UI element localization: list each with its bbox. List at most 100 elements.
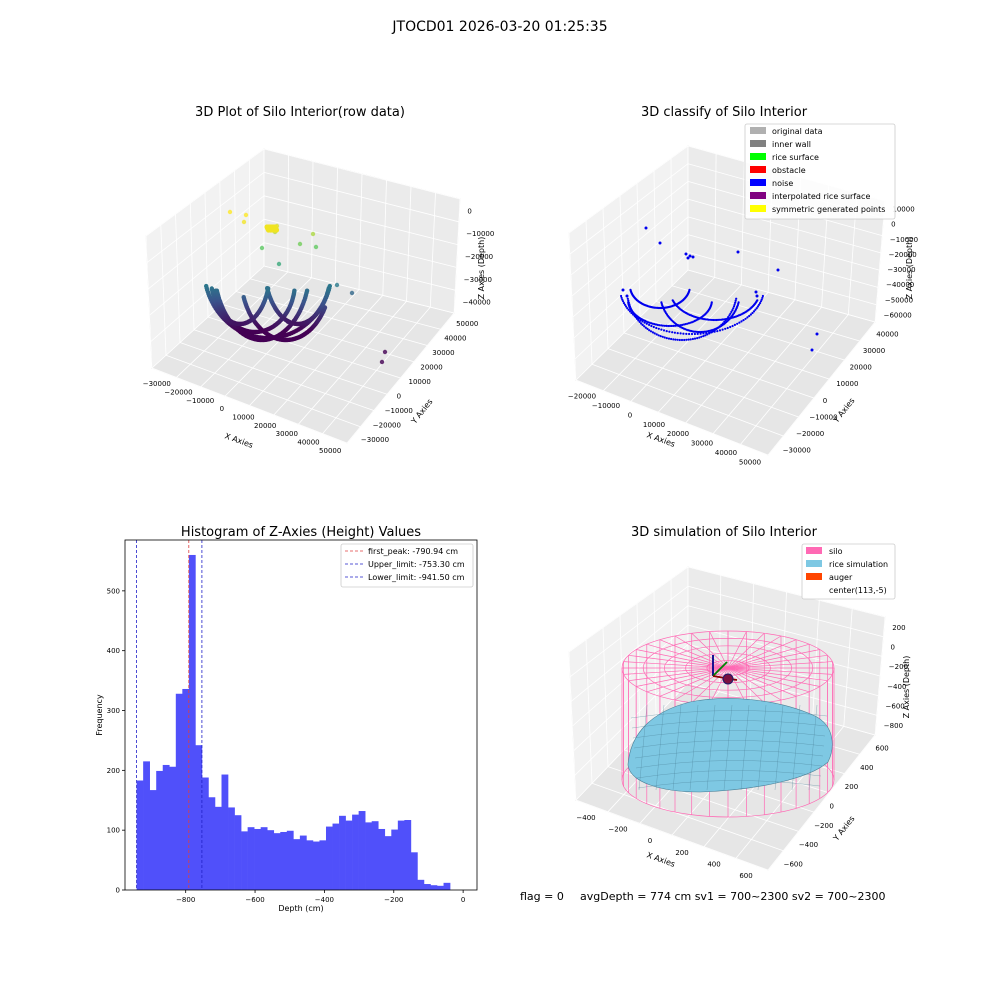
- rice-mesh-line: [635, 760, 823, 769]
- x-tick-label: 600: [739, 872, 752, 880]
- silo-spoke: [623, 667, 729, 675]
- grid-line: [603, 277, 715, 391]
- grid-line: [219, 181, 223, 305]
- grid-line: [607, 348, 799, 418]
- noise-point: [691, 337, 695, 341]
- x-tick-label: 30000: [691, 440, 713, 448]
- noise-point: [681, 323, 684, 326]
- noise-point: [696, 332, 699, 335]
- grid-line: [591, 782, 784, 852]
- grid-line: [687, 251, 877, 306]
- silo-spoke: [727, 667, 782, 701]
- silo-spoke: [727, 643, 810, 669]
- noise-point: [710, 301, 713, 304]
- x-tick-label: 10000: [643, 421, 665, 429]
- y-tick-label: 0: [823, 397, 827, 405]
- noise-point: [676, 332, 679, 335]
- metrics-text: avgDepth = 774 cm sv1 = 700~2300 sv2 = 7…: [580, 890, 886, 903]
- y-tick-label: −30000: [783, 447, 811, 455]
- silo-spoke: [628, 667, 729, 682]
- noise-point: [640, 322, 643, 325]
- noise-point: [708, 331, 711, 334]
- auger-marker: [712, 655, 738, 685]
- noise-point: [627, 308, 630, 311]
- data-point: [292, 288, 297, 293]
- panel-simulation-3d: 3D simulation of Silo Interior −400 −200 0…: [568, 525, 911, 880]
- histogram-bar: [293, 839, 301, 890]
- grid-line: [712, 306, 822, 434]
- legend-label: center(113,-5): [829, 586, 887, 595]
- legend-label: Upper_limit: -753.30 cm: [368, 560, 465, 569]
- noise-point: [693, 332, 697, 336]
- grid-line: [687, 566, 886, 618]
- x-tick-label: −800: [176, 896, 195, 904]
- histogram-bar: [214, 806, 222, 890]
- x-tick-label: −20000: [164, 389, 192, 397]
- z-axis-label: Z Axies (Depth): [477, 237, 486, 300]
- histogram-bar: [169, 766, 177, 890]
- x-axis-label: X Axies: [223, 431, 254, 450]
- grid-line: [636, 183, 641, 318]
- rice-mesh-line: [808, 704, 818, 791]
- grid-line: [263, 172, 459, 223]
- histogram-bar: [430, 885, 438, 890]
- histogram-bar: [312, 841, 320, 890]
- noise-point: [756, 305, 760, 308]
- x-tick-label: −200: [608, 826, 627, 834]
- noise-point: [645, 322, 648, 325]
- x-tick-label: 0: [648, 837, 652, 845]
- noise-point: [710, 331, 713, 334]
- noise-point: [756, 299, 759, 302]
- grid-line: [575, 682, 689, 801]
- noise-point: [734, 301, 737, 304]
- noise-point: [651, 331, 655, 334]
- rice-mesh-line: [631, 720, 827, 729]
- panel-title-raw: 3D Plot of Silo Interior(row data): [195, 105, 405, 120]
- grid-line: [714, 153, 717, 278]
- histogram-bar: [228, 807, 235, 890]
- legend-swatch: [750, 153, 766, 160]
- legend-label: rice surface: [772, 153, 819, 162]
- noise-point: [652, 325, 655, 329]
- x-tick-label: 0: [628, 411, 632, 419]
- noise-point: [627, 299, 630, 302]
- noise-point: [643, 325, 646, 328]
- noise-point: [661, 324, 665, 327]
- silo-spoke: [727, 667, 833, 675]
- noise-point: [728, 314, 731, 317]
- grid-line: [585, 220, 593, 365]
- noise-point: [699, 332, 702, 335]
- noise-point: [718, 329, 722, 332]
- noise-point: [734, 299, 737, 302]
- rice-mesh-line: [740, 704, 750, 791]
- grid-line: [687, 643, 879, 697]
- noise-point: [686, 256, 690, 260]
- grid-line: [235, 291, 428, 346]
- silo-spoke: [646, 643, 729, 669]
- noise-point: [755, 307, 758, 310]
- histogram-bar: [156, 770, 164, 890]
- noise-point: [676, 324, 679, 327]
- legend-swatch: [806, 560, 822, 567]
- histogram-bar: [345, 820, 353, 890]
- noise-point: [626, 297, 629, 300]
- grid-line: [687, 624, 881, 677]
- grid-line: [571, 198, 689, 297]
- histogram-bar: [306, 840, 314, 890]
- y-tick-label: 10000: [409, 378, 431, 386]
- histogram-bar: [417, 879, 425, 890]
- histogram-bar: [319, 840, 327, 890]
- z-tick-label: −40000: [463, 299, 491, 307]
- noise-point: [646, 327, 649, 330]
- grid-line: [429, 192, 436, 308]
- panel-raw-data-3d: 3D Plot of Silo Interior(row data) −3000…: [143, 105, 495, 455]
- histogram-bar: [136, 780, 144, 890]
- noise-point: [674, 324, 677, 327]
- grid-line: [570, 181, 689, 276]
- z-tick-label: −20000: [889, 251, 917, 259]
- flag-text: flag = 0: [520, 890, 564, 903]
- z-tick-label: −400: [887, 683, 906, 691]
- noise-point: [698, 336, 701, 339]
- histogram-bar: [241, 831, 248, 890]
- y-tick-label: 40000: [876, 330, 898, 338]
